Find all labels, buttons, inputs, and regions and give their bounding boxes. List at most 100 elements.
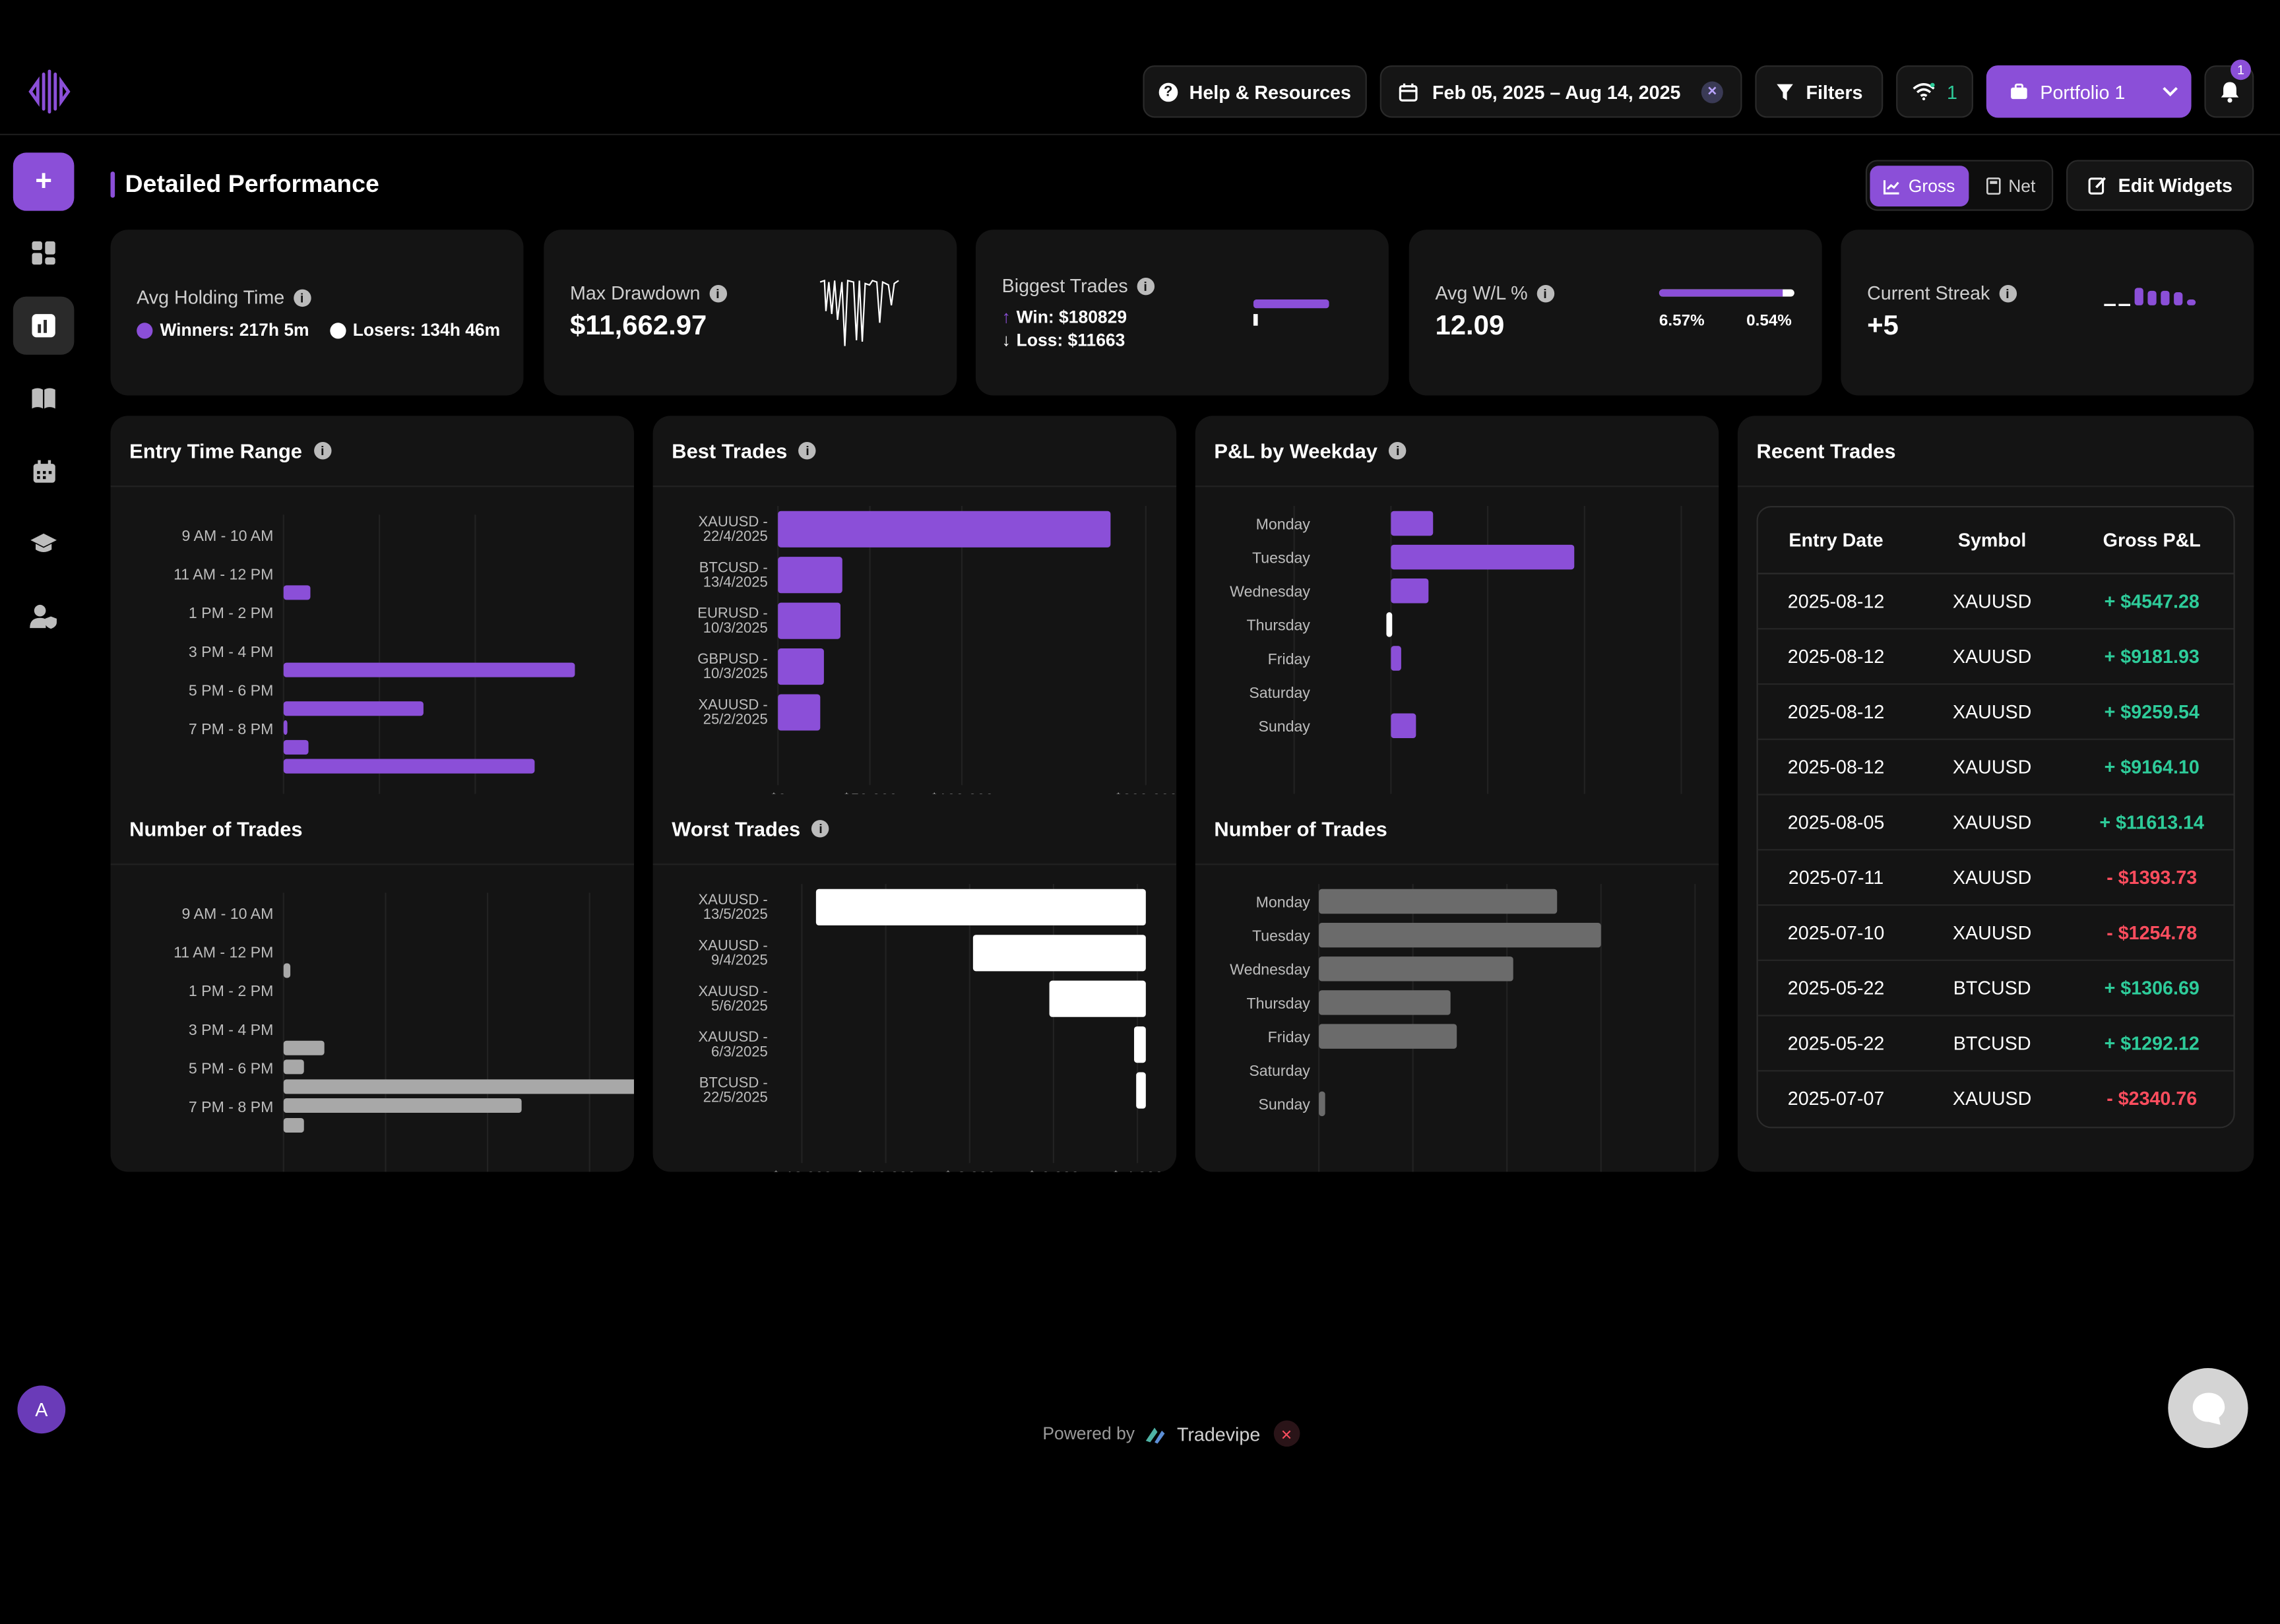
y-tick-label: 7 PM - 8 PM	[189, 720, 274, 737]
recent-trades-table: Entry Date Symbol Gross P&L 2025-08-12 XA…	[1756, 506, 2235, 1129]
table-row[interactable]: 2025-08-12 XAUUSD + $4547.28	[1758, 573, 2234, 628]
table-row[interactable]: 2025-08-12 XAUUSD + $9259.54	[1758, 683, 2234, 739]
brand-label[interactable]: Tradevipe	[1176, 1422, 1261, 1445]
info-icon[interactable]: i	[1998, 284, 2017, 302]
col-symbol[interactable]: Symbol	[1957, 529, 2027, 551]
y-tick-label: Saturday	[1249, 684, 1310, 701]
num-trades-time-heading: Number of Trades	[129, 817, 302, 840]
bar	[283, 720, 288, 735]
sidebar-item-reports[interactable]	[13, 296, 75, 355]
y-tick-label: GBPUSD -	[697, 650, 768, 667]
gross-pnl-cell: - $1393.73	[2106, 866, 2198, 889]
table-row[interactable]: 2025-08-12 XAUUSD + $9181.93	[1758, 628, 2234, 683]
table-row[interactable]: 2025-08-05 XAUUSD + $11613.14	[1758, 794, 2234, 849]
table-row[interactable]: 2025-08-12 XAUUSD + $9164.10	[1758, 738, 2234, 794]
sidebar-item-academy[interactable]	[13, 515, 75, 573]
info-icon[interactable]: i	[313, 442, 332, 460]
num-trades-time-title: Number of Trades	[129, 817, 303, 840]
y-tick-label: 9 AM - 10 AM	[182, 527, 274, 544]
help-resources-button[interactable]: ? Help & Resources	[1143, 65, 1367, 118]
bar	[1386, 612, 1393, 637]
close-footer-icon[interactable]: ×	[1273, 1420, 1300, 1447]
bar	[1391, 578, 1429, 604]
clear-date-icon[interactable]: ×	[1701, 80, 1723, 103]
add-label: +	[35, 165, 53, 197]
info-icon[interactable]: i	[798, 442, 817, 460]
bar	[778, 602, 840, 639]
entry-date-cell: 2025-08-12	[1787, 701, 1885, 723]
worst-trades-chart: $-12,000 $-10,000 $-8,000 $-6,000 $-4,000 XAU…	[653, 863, 1176, 1172]
info-icon[interactable]: i	[811, 820, 830, 838]
info-icon[interactable]: i	[709, 284, 727, 302]
bar	[283, 1059, 304, 1075]
info-icon[interactable]: i	[293, 288, 311, 306]
col-gross-pnl[interactable]: Gross P&L	[2103, 529, 2201, 551]
table-row[interactable]: 2025-05-22 BTCUSD + $1306.69	[1758, 959, 2234, 1015]
calendar-icon	[1399, 82, 1418, 101]
app-logo-icon[interactable]	[26, 69, 73, 115]
winners-holding: Winners: 217h 5m Losers: 134h 46m	[137, 320, 500, 340]
date-range-picker[interactable]: Feb 05, 2025 – Aug 14, 2025 ×	[1379, 65, 1742, 118]
bar	[283, 1079, 634, 1094]
portfolio-selector[interactable]: Portfolio 1	[1986, 65, 2192, 118]
sidebar-item-dashboard[interactable]	[13, 224, 75, 282]
sidebar-item-journal[interactable]	[13, 369, 75, 427]
table-row[interactable]: 2025-07-07 XAUUSD - $2340.76	[1758, 1070, 2234, 1125]
net-toggle[interactable]: Net	[1972, 166, 2050, 206]
info-icon[interactable]: i	[1536, 284, 1554, 302]
sidebar-item-calendar[interactable]	[13, 442, 75, 500]
table-row[interactable]: 2025-07-11 XAUUSD - $1393.73	[1758, 849, 2234, 904]
biggest-trades-heading: Biggest Trades i	[1002, 275, 1155, 297]
bar	[283, 963, 291, 978]
gross-pnl-cell: + $9164.10	[2104, 756, 2200, 778]
sync-status-button[interactable]: 1	[1896, 65, 1973, 118]
pnl-weekday-heading: P&L by Weekday i	[1214, 439, 1407, 462]
net-label: Net	[2008, 175, 2036, 197]
top-bar: ? Help & Resources Feb 05, 2025 – Aug 14…	[0, 0, 2280, 135]
sidebar-item-account[interactable]	[13, 587, 75, 645]
filters-button[interactable]: Filters	[1755, 65, 1884, 118]
bar	[283, 585, 311, 600]
gross-pnl-cell: + $4547.28	[2104, 590, 2200, 612]
biggest-loss-value: Loss: $11663	[1016, 330, 1125, 351]
best-worst-panel: Best Trades i $0 $50,000 $100,000 $200,000 XA…	[652, 416, 1177, 1172]
y-tick-label: Monday	[1256, 893, 1311, 910]
gross-toggle[interactable]: Gross	[1870, 166, 1969, 206]
y-tick-label: Wednesday	[1230, 961, 1310, 978]
avg-wl-heading: Avg W/L % i	[1435, 282, 1554, 304]
y-tick-label: 3 PM - 4 PM	[189, 1021, 274, 1038]
y-tick-label: 10/3/2025	[703, 665, 768, 681]
help-icon: ?	[1158, 82, 1178, 102]
edit-widgets-button[interactable]: Edit Widgets	[2066, 160, 2254, 211]
y-tick-label: EURUSD -	[697, 605, 768, 621]
table-row[interactable]: 2025-05-22 BTCUSD + $1292.12	[1758, 1015, 2234, 1070]
x-tick-label: $100,000	[930, 790, 994, 794]
biggest-trades-label: Biggest Trades	[1001, 274, 1128, 297]
info-icon[interactable]: i	[1389, 442, 1407, 460]
current-streak-heading: Current Streak i	[1867, 282, 2017, 304]
bell-icon	[2220, 82, 2238, 103]
best-trades-chart: $0$50,000$100,000$200,000XAUUSD -22/4/20…	[653, 485, 1176, 807]
chat-support-button[interactable]	[2168, 1368, 2248, 1449]
avg-loss-pct: 0.54%	[1746, 312, 1792, 330]
y-tick-label: Thursday	[1246, 995, 1310, 1012]
dashboard-icon	[32, 241, 55, 265]
tradevipe-logo-icon	[1146, 1427, 1166, 1443]
y-tick-label: 6/3/2025	[711, 1043, 768, 1059]
col-entry-date[interactable]: Entry Date	[1789, 529, 1884, 551]
sync-count: 1	[1947, 80, 1957, 103]
y-tick-label: XAUUSD -	[698, 891, 767, 908]
num-trades-weekday-title: Number of Trades	[1214, 817, 1387, 840]
avatar[interactable]: A	[17, 1385, 66, 1434]
gross-pnl-cell: + $11613.14	[2099, 811, 2205, 833]
y-tick-label: Saturday	[1249, 1062, 1310, 1079]
symbol-cell: XAUUSD	[1952, 1087, 2032, 1109]
add-trade-button[interactable]: +	[13, 152, 75, 211]
info-icon[interactable]: i	[1136, 276, 1155, 295]
notifications-button[interactable]: 1	[2204, 59, 2254, 118]
table-row[interactable]: 2025-07-10 XAUUSD - $1254.78	[1758, 904, 2234, 960]
avatar-letter: A	[35, 1398, 48, 1421]
biggest-win-value: Win: $180829	[1016, 307, 1127, 327]
